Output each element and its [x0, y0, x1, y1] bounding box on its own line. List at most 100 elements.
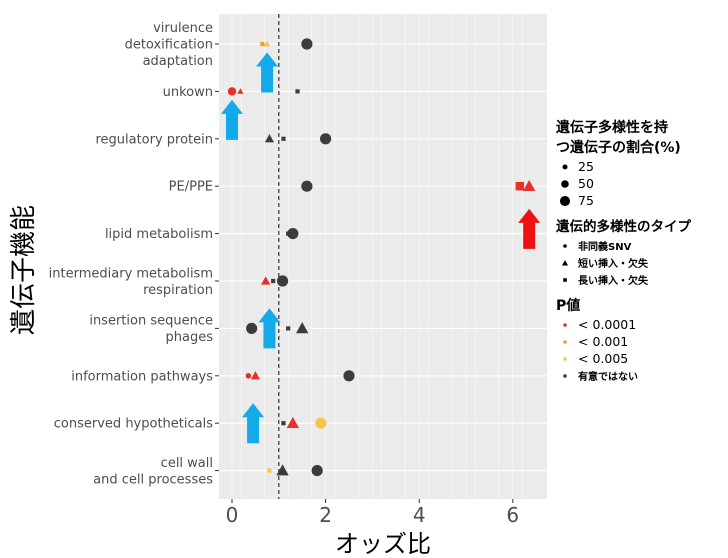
category-label: conserved hypotheticals [54, 417, 213, 432]
category-label: regulatory protein [95, 132, 213, 147]
point-long-indel [515, 182, 525, 191]
point-long-indel [260, 41, 265, 47]
size-key-icon [561, 179, 569, 188]
x-tick-labels: 0 2 4 6 [226, 499, 519, 527]
pval-key-icon [563, 373, 567, 378]
legend-item: < 0.0001 [558, 316, 728, 333]
legend-pval-group: P値 < 0.0001 < 0.001 < 0.005 有意ではない [556, 296, 728, 384]
legend-label: 50 [578, 176, 594, 191]
size-key-icon-shape [561, 179, 569, 188]
legend-label: 25 [578, 159, 594, 174]
annotation-arrows [221, 52, 541, 444]
legend-label: < 0.005 [578, 351, 629, 366]
pval-key-icon-shape [563, 356, 567, 361]
plot-panel [219, 14, 547, 499]
legend-key [558, 239, 572, 253]
legend-label: 非同義SNV [578, 242, 632, 253]
category-label-line: conserved hypotheticals [54, 417, 213, 432]
point-snv [301, 38, 313, 50]
long-type-key-icon [563, 277, 567, 282]
size-key-icon-shape [559, 195, 571, 206]
category-label: insertion sequence phages [89, 314, 213, 346]
point-short-indel [523, 179, 536, 191]
category-label-line: information pathways [71, 369, 213, 384]
point-short-indel [264, 134, 275, 143]
category-label-line: insertion sequence [89, 314, 213, 329]
y-tick-labels: virulence detoxification adaptation unkown r… [49, 21, 219, 487]
legend-item: 有意ではない [558, 367, 728, 384]
point-long-indel [281, 421, 286, 426]
category-label-line: intermediary metabolism [49, 266, 213, 281]
category-label-line: PE/PPE [169, 180, 213, 195]
pval-key-icon [563, 339, 567, 344]
legend-type-title: 遺伝的多様性のタイプ [556, 219, 691, 235]
point-snv [276, 275, 289, 287]
category-label-line: detoxification [125, 38, 213, 53]
legend-label: 短い挿入・欠失 [578, 259, 648, 270]
legend-label: 長い挿入・欠失 [578, 276, 648, 287]
up-arrow-icon [221, 99, 243, 140]
legend-key [558, 177, 572, 191]
legend-item: 長い挿入・欠失 [558, 271, 728, 288]
x-axis-title: オッズ比 [335, 530, 431, 558]
point-long-indel [267, 468, 272, 473]
point-snv [246, 322, 258, 334]
size-key-icon [559, 195, 571, 206]
long-type-key-icon-shape [563, 277, 567, 282]
up-arrow-icon [256, 52, 279, 93]
pval-key-icon-shape [563, 339, 567, 344]
point-short-indel [286, 416, 299, 428]
pval-key-icon [563, 356, 567, 361]
point-snv [227, 87, 237, 96]
point-snv [287, 228, 299, 240]
legend-item: 75 [558, 192, 728, 209]
category-label: PE/PPE [169, 180, 213, 195]
up-arrow-icon [258, 308, 281, 349]
legend-item: 短い挿入・欠失 [558, 254, 728, 271]
legend-key [558, 256, 572, 270]
pval-key-icon [563, 322, 567, 327]
legend-key [558, 352, 572, 366]
point-snv [315, 417, 327, 429]
category-label-line: adaptation [143, 54, 213, 69]
category-label: intermediary metabolism respiration [49, 266, 213, 298]
pval-key-icon-shape [563, 322, 567, 327]
legend-type-items: 非同義SNV 短い挿入・欠失 長い挿入・欠失 [556, 237, 728, 288]
x-tick-label: 2 [319, 503, 332, 527]
point-snv [311, 465, 323, 477]
indel-type-key-icon [562, 259, 568, 265]
up-arrow-icon [242, 403, 265, 444]
legend-key [558, 335, 572, 349]
category-label-line: and cell processes [93, 472, 213, 487]
category-label-line: virulence [153, 21, 213, 36]
point-short-indel [276, 464, 289, 476]
legend-item: < 0.005 [558, 350, 728, 367]
legend-size-title-line1: 遺伝子多様性を持 [556, 120, 668, 136]
legend-key [558, 273, 572, 287]
legend-pval-items: < 0.0001 < 0.001 < 0.005 有意ではない [556, 316, 728, 384]
legend-item: < 0.001 [558, 333, 728, 350]
grid-lines [217, 14, 547, 499]
indel-type-key-icon-shape [562, 259, 568, 265]
point-short-indel [250, 371, 261, 380]
size-key-icon [562, 163, 568, 170]
x-tick-label: 6 [506, 503, 519, 527]
point-snv [245, 373, 252, 379]
legend-item: 25 [558, 158, 728, 175]
category-label-line: regulatory protein [95, 132, 213, 147]
x-tick-label: 0 [226, 503, 239, 527]
point-snv [301, 180, 313, 192]
pval-key-icon-shape [563, 373, 567, 378]
size-key-icon-shape [562, 163, 568, 170]
legend-key [558, 160, 572, 174]
legend-key [558, 369, 572, 383]
category-label-line: cell wall [161, 456, 213, 471]
point-short-indel [296, 322, 309, 334]
x-tick-label: 4 [413, 503, 426, 527]
point-long-indel [286, 326, 291, 331]
legend-pval-title: P値 [556, 298, 581, 314]
point-short-indel [264, 40, 271, 47]
point-snv [320, 133, 332, 145]
category-label: cell wall and cell processes [93, 456, 213, 488]
